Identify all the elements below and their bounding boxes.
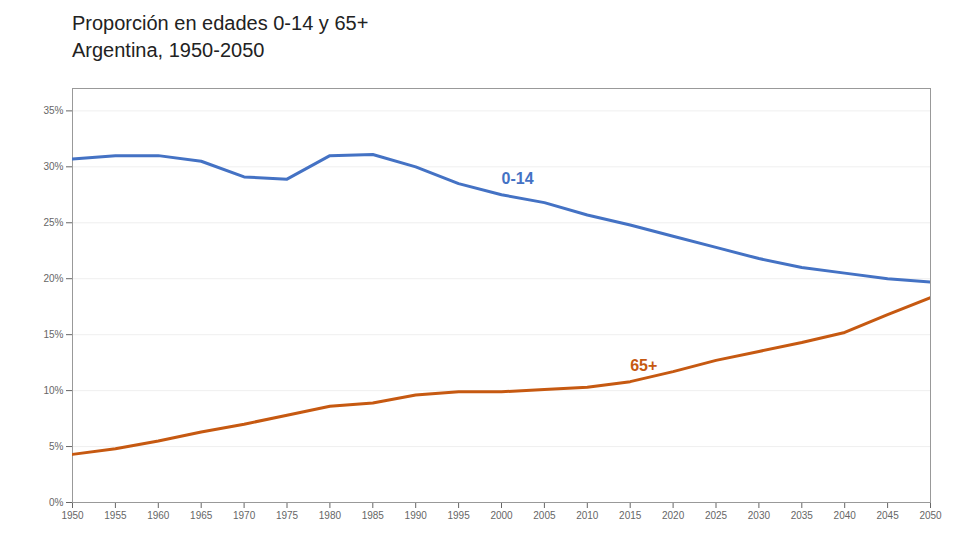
svg-text:1965: 1965	[190, 510, 213, 521]
svg-text:65+: 65+	[630, 357, 657, 374]
svg-text:0%: 0%	[49, 497, 64, 508]
svg-text:1970: 1970	[233, 510, 256, 521]
svg-text:0-14: 0-14	[502, 170, 534, 187]
svg-text:1980: 1980	[319, 510, 342, 521]
svg-text:2050: 2050	[919, 510, 942, 521]
svg-text:2005: 2005	[533, 510, 556, 521]
svg-text:2020: 2020	[662, 510, 685, 521]
svg-text:25%: 25%	[43, 217, 63, 228]
svg-text:2015: 2015	[619, 510, 642, 521]
svg-text:2035: 2035	[791, 510, 814, 521]
svg-text:1955: 1955	[104, 510, 127, 521]
svg-text:2040: 2040	[834, 510, 857, 521]
svg-text:1990: 1990	[405, 510, 428, 521]
svg-text:35%: 35%	[43, 105, 63, 116]
svg-text:2045: 2045	[876, 510, 899, 521]
svg-text:1985: 1985	[362, 510, 385, 521]
svg-text:15%: 15%	[43, 329, 63, 340]
svg-text:1995: 1995	[447, 510, 470, 521]
svg-text:2025: 2025	[705, 510, 728, 521]
svg-text:2030: 2030	[748, 510, 771, 521]
svg-text:30%: 30%	[43, 161, 63, 172]
svg-text:1960: 1960	[147, 510, 170, 521]
svg-text:5%: 5%	[49, 441, 64, 452]
svg-text:2000: 2000	[490, 510, 513, 521]
svg-text:2010: 2010	[576, 510, 599, 521]
svg-text:10%: 10%	[43, 385, 63, 396]
html-text:Proporción en edades 0-14 y 65: Proporción en edades 0-14 y 65+ Argentin…	[72, 12, 369, 61]
svg-text:20%: 20%	[43, 273, 63, 284]
svg-text:1975: 1975	[276, 510, 299, 521]
svg-text:1950: 1950	[61, 510, 84, 521]
